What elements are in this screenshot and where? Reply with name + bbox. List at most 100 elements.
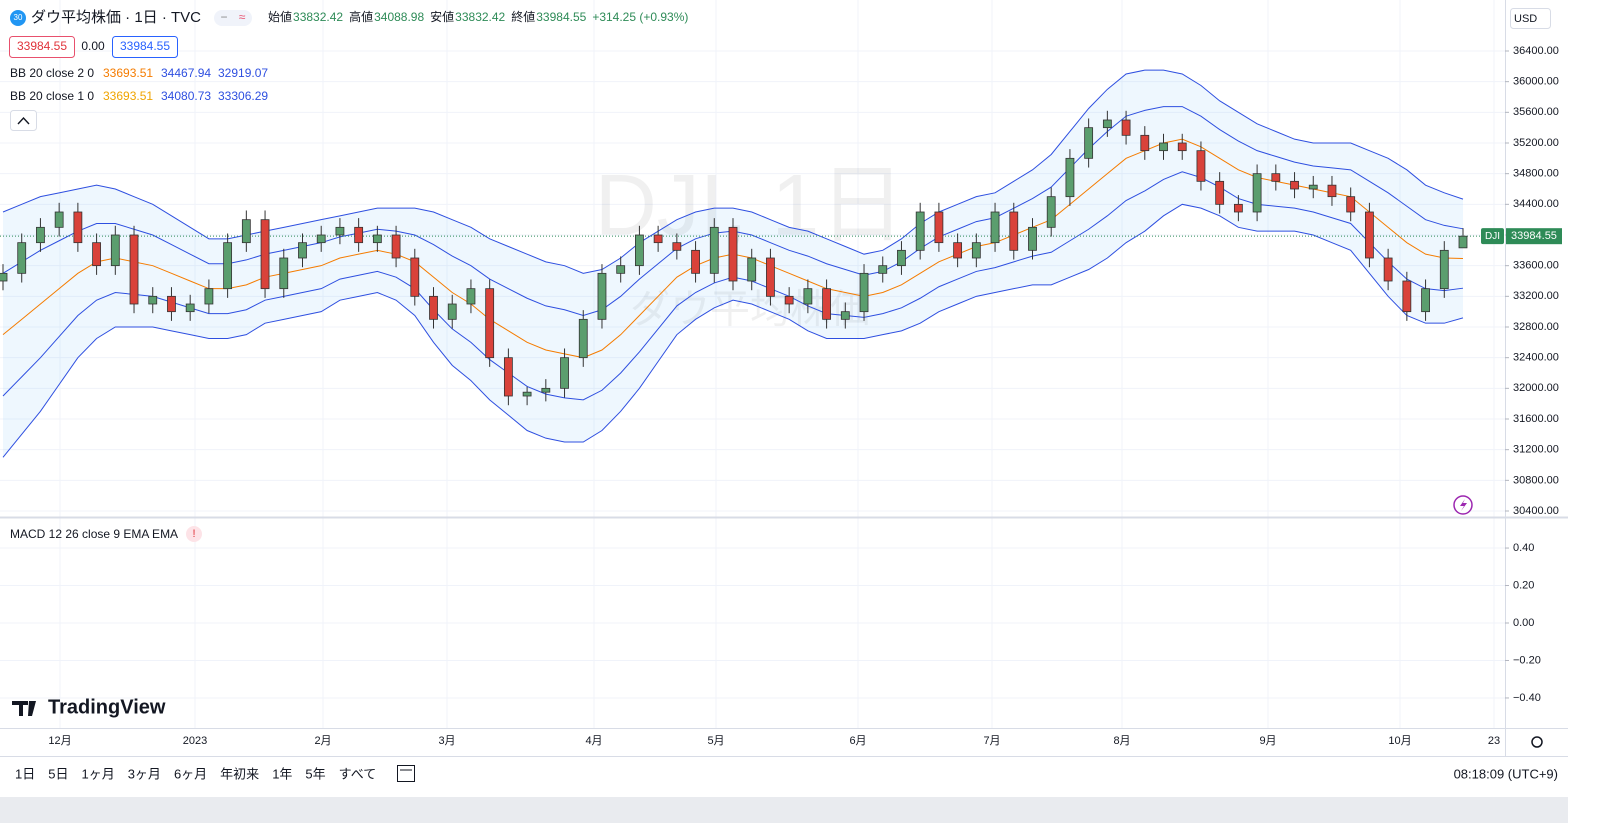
range-button[interactable]: 6ヶ月 xyxy=(174,766,207,781)
candle-body xyxy=(822,288,831,320)
date-range-icon[interactable] xyxy=(397,765,415,782)
sell-price[interactable]: 33984.55 xyxy=(17,39,67,53)
y-tick-label: 34800.00 xyxy=(1513,168,1559,180)
candle-body xyxy=(897,249,906,267)
y-tick-label: 32400.00 xyxy=(1513,352,1559,364)
toolbar: 1日 5日 1ヶ月 3ヶ月 6ヶ月 年初来 1年 5年 すべて xyxy=(15,766,376,781)
range-button[interactable]: すべて xyxy=(339,766,377,781)
x-tick-label: 4月 xyxy=(585,735,602,747)
x-tick-label: 9月 xyxy=(1259,735,1276,747)
range-button[interactable]: 1日 xyxy=(15,766,35,781)
candle-body xyxy=(204,288,214,305)
candle-body xyxy=(110,234,120,267)
candle-body xyxy=(934,211,944,244)
candle-body xyxy=(1009,211,1019,251)
status-icon: − xyxy=(220,10,227,24)
candle-body xyxy=(578,318,588,359)
candle-body xyxy=(1365,211,1374,259)
buy-box[interactable] xyxy=(112,36,178,58)
candle-body xyxy=(560,357,569,389)
symbol-badge xyxy=(10,10,26,26)
candle-body xyxy=(915,211,925,251)
macd-error[interactable] xyxy=(186,526,202,542)
candle-body xyxy=(260,219,270,290)
frame-bottom xyxy=(0,797,1617,823)
clock[interactable]: 08:18:09 (UTC+9) xyxy=(1454,766,1558,781)
y-tick-label: 36000.00 xyxy=(1513,76,1559,88)
y-tick-label: 0.00 xyxy=(1513,617,1534,629)
candle-body xyxy=(878,265,888,274)
bb1-basis: 33693.51 xyxy=(103,89,153,103)
y-tick-label: 32000.00 xyxy=(1513,382,1559,394)
range-button[interactable]: 年初来 xyxy=(220,766,259,781)
y-tick-label: 0.40 xyxy=(1513,542,1534,554)
candle-body xyxy=(185,303,195,313)
status-pill[interactable] xyxy=(214,10,252,26)
ohlc-value: 33832.42 xyxy=(293,10,343,24)
status-icon: ≈ xyxy=(239,10,246,24)
candle-body xyxy=(372,234,382,244)
x-tick-label: 3月 xyxy=(438,735,455,747)
x-tick-label: 7月 xyxy=(983,735,1000,747)
watermark: DJI, 1日 xyxy=(595,158,906,254)
collapse-button[interactable] xyxy=(10,110,37,131)
candle-body xyxy=(1271,173,1281,182)
sell-box[interactable] xyxy=(9,36,75,58)
range-button[interactable]: 3ヶ月 xyxy=(128,766,161,781)
candle-body xyxy=(1233,203,1243,213)
candle-body xyxy=(990,211,1000,244)
candle-body xyxy=(653,234,663,244)
y-tick-label: −0.20 xyxy=(1513,654,1541,666)
candle-body xyxy=(1421,288,1430,313)
price-tag xyxy=(1506,228,1562,245)
range-button[interactable]: 5年 xyxy=(305,766,325,781)
ohlc-label: 終値 xyxy=(511,9,535,24)
alert-icon xyxy=(1460,499,1467,511)
y-tick-label: 31200.00 xyxy=(1513,444,1559,456)
plot xyxy=(0,69,1505,458)
candle-body xyxy=(953,242,963,259)
axes: 30400.00 30800.00 31200.00 31600.00 32000.00… xyxy=(48,45,1562,747)
candle-body xyxy=(1121,119,1131,136)
bb2-basis: 33693.51 xyxy=(103,66,153,80)
spread: 0.00 xyxy=(81,39,105,53)
candle-body xyxy=(223,242,233,290)
bb1-label: BB 20 close 1 0 xyxy=(10,89,94,103)
price-tag-text: 33984.55 xyxy=(1511,230,1557,242)
currency[interactable]: USD xyxy=(1514,13,1537,25)
candle-body xyxy=(1140,134,1150,152)
candle-body xyxy=(148,295,158,305)
buy-price[interactable]: 33984.55 xyxy=(120,39,170,53)
candle-body xyxy=(466,288,476,305)
logo[interactable]: TradingView xyxy=(48,696,166,718)
y-tick-label: 30800.00 xyxy=(1513,474,1559,486)
y-tick-label: −0.40 xyxy=(1513,692,1541,704)
y-tick-label: 35600.00 xyxy=(1513,106,1559,118)
y-tick-label: 31600.00 xyxy=(1513,413,1559,425)
candle-body xyxy=(1028,226,1037,251)
candle-body xyxy=(354,226,364,244)
candle-body xyxy=(485,288,495,359)
settings-icon[interactable] xyxy=(1531,736,1543,748)
y-tick-label: 0.20 xyxy=(1513,579,1534,591)
macd-label: MACD 12 26 close 9 EMA EMA xyxy=(10,527,178,541)
macd-error-icon: ! xyxy=(192,528,195,540)
symbol-title[interactable]: ダウ平均株価 · 1日 · TVC xyxy=(31,9,201,26)
range-button[interactable]: 5日 xyxy=(48,766,68,781)
candle-body xyxy=(522,391,532,397)
candle-body xyxy=(1308,184,1318,190)
bb1-upper: 34080.73 xyxy=(161,89,211,103)
candle-body xyxy=(672,242,682,251)
bb1-lower: 33306.29 xyxy=(218,89,268,103)
candle-body xyxy=(1159,142,1168,152)
range-button[interactable]: 1ヶ月 xyxy=(81,766,114,781)
currency-box[interactable] xyxy=(1510,8,1551,29)
frame-right xyxy=(1568,0,1617,823)
candle-body xyxy=(73,211,83,244)
badge-text: 30 xyxy=(14,13,23,22)
candle-body xyxy=(1046,196,1056,228)
candle-body xyxy=(298,242,307,259)
range-button[interactable]: 1年 xyxy=(272,766,292,781)
ohlc-label: 高値 xyxy=(349,9,373,24)
x-tick-label: 2月 xyxy=(314,735,331,747)
